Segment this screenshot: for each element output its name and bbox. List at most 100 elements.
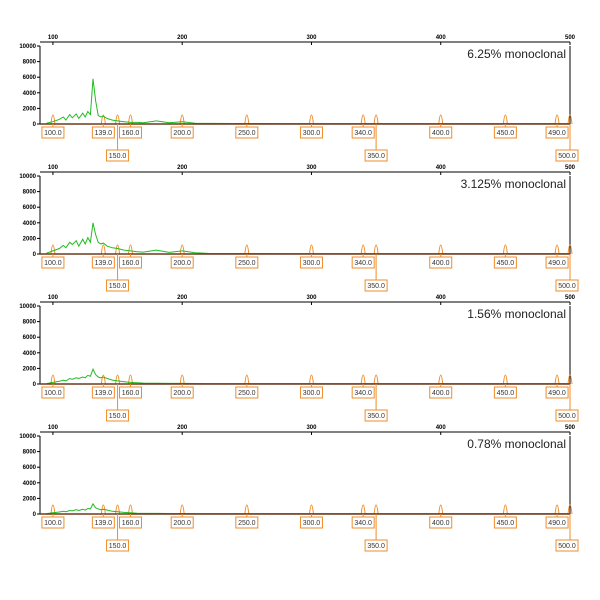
size-label-text: 250.0	[238, 520, 256, 527]
panel-2: 100 200 300 400 500 0 2000 4000 6000 8000 10000 3.1…	[19, 165, 579, 292]
y-tick-label: 0	[33, 512, 37, 518]
size-label-box	[545, 386, 569, 399]
size-standard-peak	[502, 244, 508, 255]
size-label-text: 160.0	[122, 390, 140, 397]
size-label-100-0: 100.0	[41, 254, 65, 269]
top-tick-label: 400	[436, 165, 447, 171]
size-label-100-0: 100.0	[41, 514, 65, 529]
panel-3: 100 200 300 400 500 0 2000 4000 6000 8000 10000 1.5…	[19, 295, 579, 422]
top-tick-label: 100	[48, 425, 59, 431]
size-label-box	[429, 126, 453, 139]
size-label-text: 350.0	[367, 153, 385, 160]
size-label-text: 200.0	[173, 390, 191, 397]
size-label-box	[91, 386, 115, 399]
size-standard-peak	[373, 114, 379, 125]
size-label-text: 400.0	[432, 130, 450, 137]
size-standard-peak	[554, 504, 560, 515]
size-label-text: 150.0	[109, 283, 127, 290]
top-tick-label: 200	[177, 425, 188, 431]
top-tick-label: 400	[436, 425, 447, 431]
size-label-139-0: 139.0	[91, 384, 115, 399]
size-standard-peak	[438, 374, 444, 385]
size-standard-peak	[127, 114, 133, 125]
size-label-box	[106, 149, 130, 162]
size-label-text: 400.0	[432, 260, 450, 267]
size-label-text: 139.0	[95, 260, 113, 267]
size-standard-peak	[308, 244, 314, 255]
size-label-box	[118, 386, 142, 399]
size-standard-peak	[567, 504, 573, 515]
size-label-500-0: 500.0	[555, 254, 579, 292]
size-standard-peak	[115, 504, 121, 515]
size-standard-peak	[100, 504, 106, 515]
size-label-text: 160.0	[122, 130, 140, 137]
size-label-box	[41, 256, 65, 269]
size-standard-peak	[127, 504, 133, 515]
size-label-box	[170, 126, 194, 139]
size-label-250-0: 250.0	[235, 514, 259, 529]
top-tick-label: 100	[48, 295, 59, 301]
size-label-350-0: 350.0	[364, 124, 388, 162]
size-label-340-0: 340.0	[351, 514, 375, 529]
size-label-box	[545, 126, 569, 139]
size-standard-peak	[127, 244, 133, 255]
top-tick-label: 500	[565, 165, 576, 171]
y-tick-label: 10000	[19, 174, 36, 180]
size-label-box	[429, 386, 453, 399]
size-label-text: 150.0	[109, 153, 127, 160]
size-label-300-0: 300.0	[299, 254, 323, 269]
size-label-500-0: 500.0	[555, 124, 579, 162]
size-label-box	[91, 126, 115, 139]
size-label-160-0: 160.0	[118, 254, 142, 269]
size-standard-peak	[50, 374, 56, 385]
size-label-100-0: 100.0	[41, 384, 65, 399]
top-tick-label: 100	[48, 35, 59, 41]
size-label-200-0: 200.0	[170, 384, 194, 399]
size-label-box	[106, 279, 130, 292]
top-tick-label: 100	[48, 165, 59, 171]
size-label-box	[118, 126, 142, 139]
size-label-400-0: 400.0	[429, 384, 453, 399]
size-label-box	[41, 386, 65, 399]
size-label-200-0: 200.0	[170, 514, 194, 529]
size-label-text: 400.0	[432, 520, 450, 527]
size-label-text: 450.0	[497, 390, 515, 397]
top-tick-label: 300	[306, 425, 317, 431]
size-label-200-0: 200.0	[170, 124, 194, 139]
top-tick-label: 200	[177, 35, 188, 41]
size-label-300-0: 300.0	[299, 124, 323, 139]
size-label-box	[555, 149, 579, 162]
size-label-box	[299, 386, 323, 399]
size-standard-peak	[554, 374, 560, 385]
size-label-text: 500.0	[558, 543, 576, 550]
size-standard-peak	[360, 114, 366, 125]
size-label-450-0: 450.0	[493, 254, 517, 269]
top-tick-label: 300	[306, 165, 317, 171]
size-label-350-0: 350.0	[364, 514, 388, 552]
size-standard-peak	[179, 504, 185, 515]
size-standard-peak	[179, 244, 185, 255]
size-standard-peak	[244, 504, 250, 515]
y-tick-label: 2000	[23, 236, 37, 242]
size-standard-peak	[360, 244, 366, 255]
size-label-text: 340.0	[354, 390, 372, 397]
size-label-100-0: 100.0	[41, 124, 65, 139]
size-label-box	[41, 126, 65, 139]
y-tick-label: 4000	[23, 351, 37, 357]
size-label-340-0: 340.0	[351, 124, 375, 139]
size-label-text: 150.0	[109, 413, 127, 420]
size-standard-peak	[554, 114, 560, 125]
size-label-350-0: 350.0	[364, 384, 388, 422]
top-tick-label: 500	[565, 35, 576, 41]
y-tick-label: 0	[33, 122, 37, 128]
y-tick-label: 6000	[23, 75, 37, 81]
size-label-text: 160.0	[122, 260, 140, 267]
size-label-box	[235, 516, 259, 529]
top-tick-label: 500	[565, 425, 576, 431]
size-label-160-0: 160.0	[118, 514, 142, 529]
size-label-text: 200.0	[173, 260, 191, 267]
size-label-text: 490.0	[548, 390, 566, 397]
size-label-box	[493, 386, 517, 399]
size-label-139-0: 139.0	[91, 124, 115, 139]
size-standard-peak	[127, 374, 133, 385]
